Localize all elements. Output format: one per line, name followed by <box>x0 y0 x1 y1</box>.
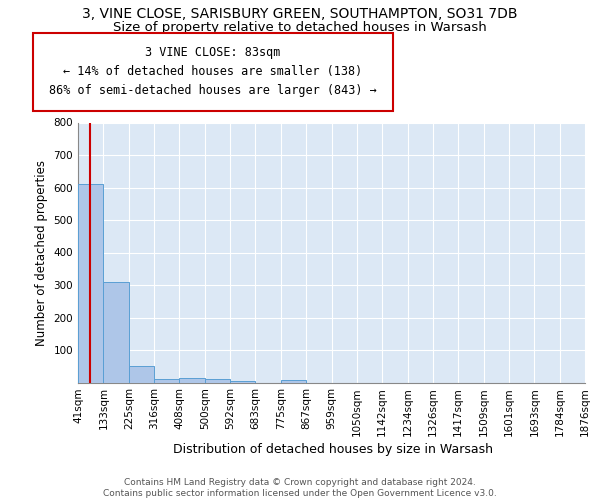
Bar <box>205 379 230 382</box>
Text: 3, VINE CLOSE, SARISBURY GREEN, SOUTHAMPTON, SO31 7DB: 3, VINE CLOSE, SARISBURY GREEN, SOUTHAMP… <box>82 8 518 22</box>
Text: Size of property relative to detached houses in Warsash: Size of property relative to detached ho… <box>113 21 487 34</box>
Bar <box>179 378 205 382</box>
Bar <box>154 379 179 382</box>
Bar <box>230 381 256 382</box>
Y-axis label: Number of detached properties: Number of detached properties <box>35 160 48 346</box>
Bar <box>129 366 154 382</box>
Text: Contains HM Land Registry data © Crown copyright and database right 2024.
Contai: Contains HM Land Registry data © Crown c… <box>103 478 497 498</box>
Bar <box>103 282 129 382</box>
Text: Distribution of detached houses by size in Warsash: Distribution of detached houses by size … <box>173 442 493 456</box>
Bar <box>78 184 103 382</box>
Text: 3 VINE CLOSE: 83sqm
← 14% of detached houses are smaller (138)
86% of semi-detac: 3 VINE CLOSE: 83sqm ← 14% of detached ho… <box>49 46 377 97</box>
Bar <box>281 380 306 382</box>
